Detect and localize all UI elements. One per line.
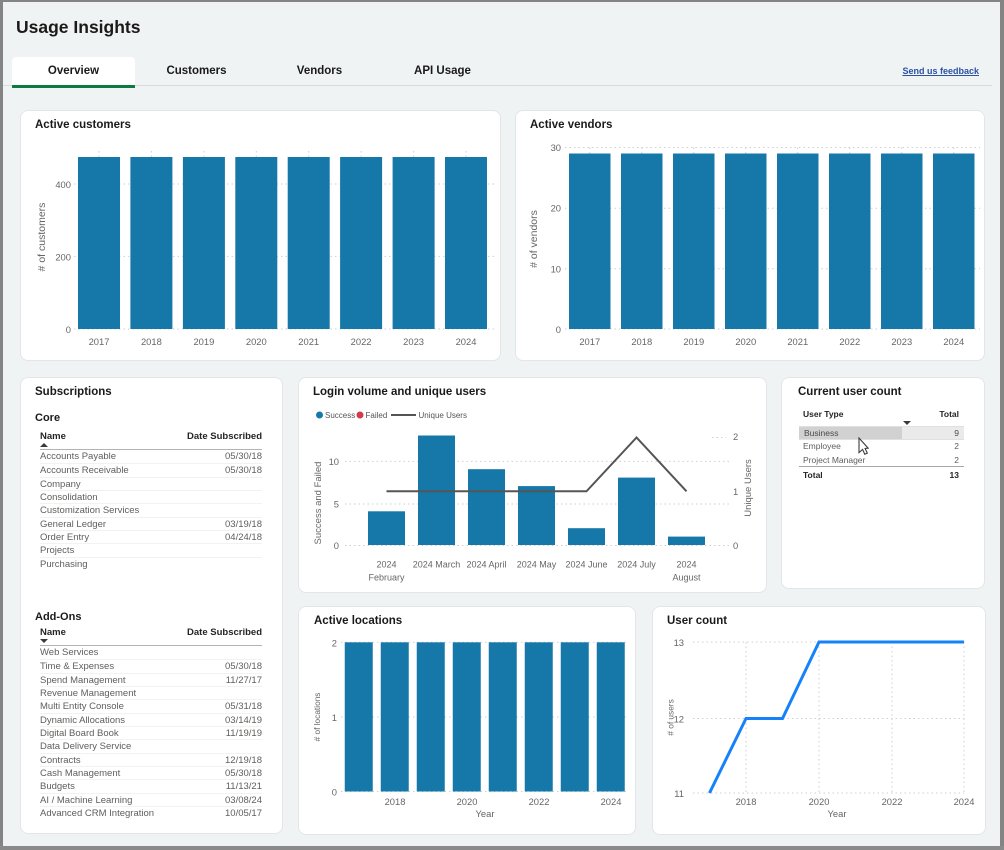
svg-text:2020: 2020: [457, 796, 478, 807]
svg-text:0: 0: [556, 324, 561, 335]
svg-text:2: 2: [733, 431, 738, 442]
svg-text:Success and Failed: Success and Failed: [313, 462, 324, 545]
svg-text:2024 April: 2024 April: [466, 560, 506, 570]
svg-text:2019: 2019: [683, 336, 704, 347]
svg-text:2021: 2021: [298, 336, 319, 347]
svg-text:0: 0: [733, 540, 738, 551]
svg-text:20: 20: [551, 203, 561, 214]
svg-text:# of vendors: # of vendors: [528, 210, 540, 268]
svg-text:2020: 2020: [809, 796, 830, 807]
svg-text:200: 200: [55, 251, 71, 262]
svg-text:10: 10: [551, 263, 561, 274]
svg-text:# of customers: # of customers: [36, 203, 48, 272]
svg-text:Failed: Failed: [366, 411, 388, 420]
svg-text:2020: 2020: [246, 336, 267, 347]
svg-text:5: 5: [334, 499, 339, 510]
svg-text:2: 2: [332, 637, 337, 648]
svg-text:2022: 2022: [839, 336, 860, 347]
svg-text:2022: 2022: [351, 336, 372, 347]
svg-text:Unique Users: Unique Users: [419, 411, 467, 420]
svg-text:2023: 2023: [891, 336, 912, 347]
svg-text:12: 12: [674, 714, 684, 725]
svg-text:2024: 2024: [376, 560, 396, 570]
svg-text:Year: Year: [828, 808, 847, 819]
svg-text:0: 0: [332, 787, 337, 798]
svg-text:2018: 2018: [631, 336, 652, 347]
svg-text:2018: 2018: [141, 336, 162, 347]
svg-text:2024 March: 2024 March: [413, 560, 461, 570]
svg-text:2022: 2022: [882, 796, 903, 807]
svg-text:400: 400: [55, 179, 71, 190]
svg-text:2024: 2024: [676, 560, 696, 570]
svg-text:February: February: [368, 573, 405, 583]
svg-text:2018: 2018: [385, 796, 406, 807]
svg-text:2024: 2024: [601, 796, 622, 807]
svg-text:0: 0: [334, 540, 339, 551]
svg-text:2020: 2020: [735, 336, 756, 347]
svg-text:2024: 2024: [954, 796, 975, 807]
svg-text:August: August: [672, 573, 701, 583]
svg-text:0: 0: [66, 324, 71, 335]
svg-text:2024: 2024: [456, 336, 477, 347]
svg-text:2018: 2018: [736, 796, 757, 807]
svg-text:2021: 2021: [787, 336, 808, 347]
svg-text:1: 1: [733, 486, 738, 497]
svg-text:2024: 2024: [943, 336, 964, 347]
svg-text:2017: 2017: [579, 336, 600, 347]
svg-text:Year: Year: [476, 808, 495, 819]
svg-text:2024 June: 2024 June: [565, 560, 607, 570]
svg-text:2019: 2019: [193, 336, 214, 347]
svg-text:Unique Users: Unique Users: [743, 459, 754, 517]
svg-text:2023: 2023: [403, 336, 424, 347]
svg-text:2022: 2022: [529, 796, 550, 807]
svg-text:2017: 2017: [89, 336, 110, 347]
svg-text:# of users: # of users: [666, 699, 676, 735]
svg-text:2024 July: 2024 July: [617, 560, 656, 570]
svg-text:30: 30: [551, 142, 561, 153]
svg-text:2024 May: 2024 May: [517, 560, 557, 570]
svg-text:11: 11: [674, 788, 684, 799]
svg-text:Success: Success: [325, 411, 355, 420]
svg-text:10: 10: [329, 456, 339, 467]
svg-text:1: 1: [332, 712, 337, 723]
svg-text:13: 13: [674, 637, 684, 648]
svg-text:# of locations: # of locations: [312, 693, 322, 742]
